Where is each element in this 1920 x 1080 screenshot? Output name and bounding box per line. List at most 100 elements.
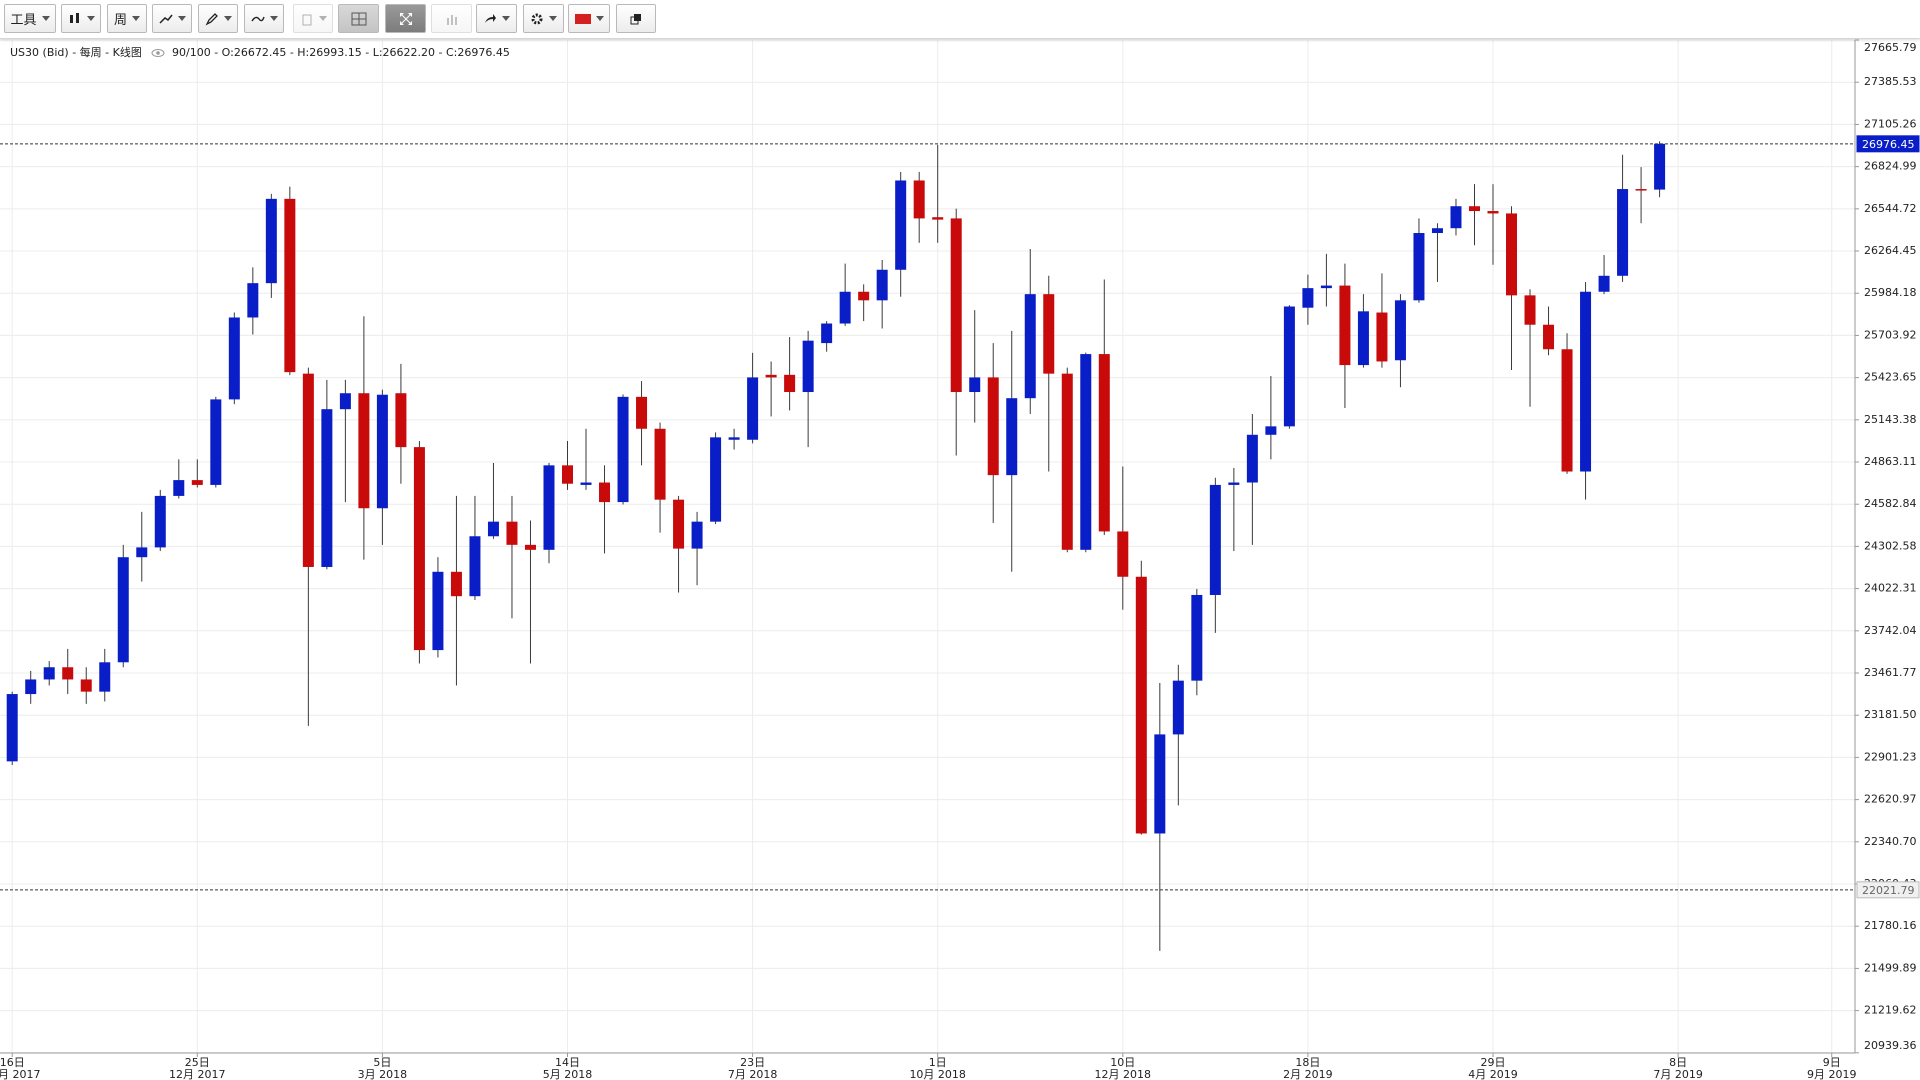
y-tick-label: 24022.31 <box>1864 582 1917 595</box>
y-tick-label: 27665.79 <box>1864 41 1917 54</box>
y-tick-label: 26264.45 <box>1864 244 1917 257</box>
candle-body <box>580 482 592 485</box>
x-tick-day: 8日 <box>1669 1056 1687 1069</box>
tools-button[interactable]: 工具 <box>4 4 56 33</box>
period-button[interactable]: 周 <box>107 4 147 33</box>
header-symbol: US30 (Bid) - 每周 - K线图 <box>10 45 142 59</box>
candle-body <box>747 377 759 440</box>
candle-body <box>1598 275 1610 292</box>
candle-body <box>265 198 277 284</box>
candle-body <box>802 340 814 393</box>
x-tick-month: 4月 2019 <box>1468 1068 1518 1080</box>
candle-body <box>969 377 981 393</box>
delete-button[interactable] <box>293 4 333 33</box>
y-tick-label: 24302.58 <box>1864 539 1917 552</box>
candle-body <box>1209 484 1221 595</box>
candle-body <box>728 437 740 440</box>
price-label-box <box>1856 135 1920 153</box>
candle-body <box>1376 312 1388 362</box>
y-tick-label: 25984.18 <box>1864 286 1917 299</box>
candle-body <box>1487 211 1499 214</box>
y-tick-label: 22340.70 <box>1864 835 1917 848</box>
color-button[interactable] <box>568 4 610 33</box>
candle-body <box>469 536 481 597</box>
icon <box>205 12 218 25</box>
toolbar: 工具 周 <box>0 0 1920 39</box>
icon <box>485 13 496 23</box>
candle-body <box>117 557 129 663</box>
y-tick-label: 23461.77 <box>1864 666 1917 679</box>
x-tick-month: 12月 2017 <box>169 1068 226 1080</box>
candle-body <box>450 571 462 597</box>
price-label: 26976.45 <box>1862 138 1915 151</box>
candle-body <box>636 396 648 429</box>
x-tick-day: 23日 <box>740 1056 765 1069</box>
x-tick-day: 9日 <box>1823 1056 1841 1069</box>
candle-body <box>950 218 962 393</box>
settings-button[interactable] <box>523 4 564 33</box>
share-button[interactable] <box>476 4 517 33</box>
candle-body <box>1320 285 1332 289</box>
x-tick-month: 10月 2017 <box>0 1068 40 1080</box>
price-label-box <box>1856 881 1920 899</box>
candle-body <box>858 291 870 301</box>
candle-body <box>895 180 907 270</box>
candle-body <box>247 283 259 318</box>
candle-body <box>1154 734 1166 834</box>
y-tick-label: 22620.97 <box>1864 793 1917 806</box>
candle-body <box>1339 285 1351 366</box>
icon <box>250 16 265 21</box>
x-tick-month: 9月 2019 <box>1807 1068 1857 1080</box>
x-tick-month: 7月 2018 <box>728 1068 778 1080</box>
candle-body <box>154 495 166 548</box>
fullscreen-button[interactable] <box>385 4 426 33</box>
y-tick-label: 24863.11 <box>1864 455 1917 468</box>
candle-body <box>543 465 555 550</box>
price-label: 22021.79 <box>1862 884 1915 897</box>
candle-body <box>1543 324 1555 350</box>
window-button[interactable] <box>616 4 656 33</box>
volume-button[interactable] <box>431 4 472 33</box>
period-label: 周 <box>113 13 127 28</box>
y-tick-label: 25423.65 <box>1864 371 1917 384</box>
axes: 27665.79 27385.53 27105.26 26824.99 26544.72… <box>0 39 1920 1080</box>
draw-button[interactable] <box>198 4 238 33</box>
y-tick-label: 25143.38 <box>1864 413 1917 426</box>
candle-body <box>1265 426 1277 435</box>
header-info: 90/100 - O:26672.45 - H:26993.15 - L:266… <box>172 46 510 59</box>
compare-button[interactable] <box>244 4 284 33</box>
candle-body <box>432 571 444 651</box>
candle-body <box>1246 434 1258 483</box>
candle-body <box>1413 233 1425 301</box>
candle-body <box>1135 576 1147 834</box>
grid-button[interactable] <box>338 4 379 33</box>
candle-body <box>1635 189 1647 191</box>
candle-body <box>1191 594 1203 681</box>
candle-body <box>191 480 203 485</box>
x-tick-month: 12月 2018 <box>1095 1068 1152 1080</box>
x-tick-day: 16日 <box>0 1056 25 1069</box>
candle-body <box>913 180 925 219</box>
candle-body <box>413 447 425 651</box>
candle-body <box>1061 373 1073 550</box>
candle-body <box>6 694 18 762</box>
chart-type-button[interactable] <box>61 4 101 33</box>
candle-body <box>302 373 314 567</box>
y-tick-label: 22901.23 <box>1864 750 1917 763</box>
candle-body <box>228 317 240 400</box>
candle-body <box>524 544 536 550</box>
candle-body <box>765 374 777 378</box>
x-tick-day: 14日 <box>555 1056 580 1069</box>
y-tick-label: 23742.04 <box>1864 624 1917 637</box>
candle-body <box>358 393 370 509</box>
candle-body <box>839 291 851 324</box>
candle-body <box>506 521 518 545</box>
x-tick-day: 1日 <box>929 1056 947 1069</box>
candles <box>6 141 1666 951</box>
y-tick-label: 21499.89 <box>1864 961 1917 974</box>
y-tick-label: 21219.62 <box>1864 1004 1917 1017</box>
candle-body <box>1228 482 1240 485</box>
indicator-button[interactable] <box>152 4 192 33</box>
y-tick-label: 27105.26 <box>1864 117 1917 130</box>
